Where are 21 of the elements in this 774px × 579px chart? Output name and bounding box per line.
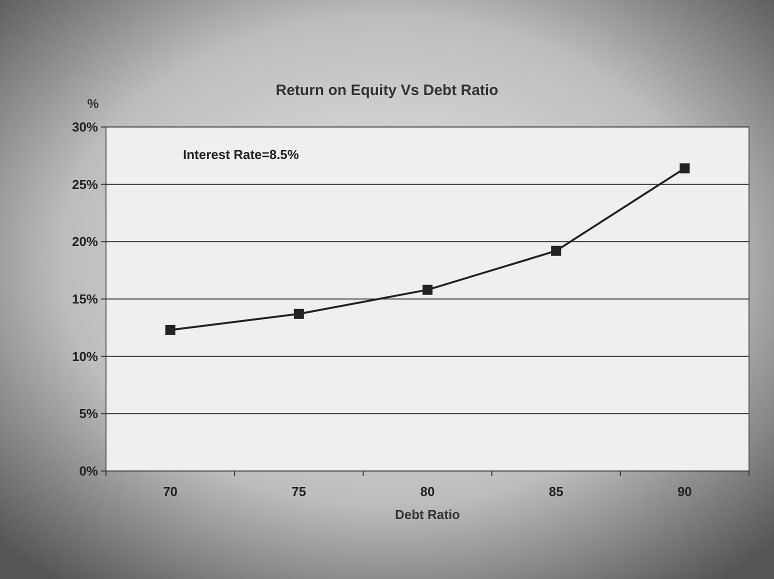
annotation: Interest Rate=8.5% (183, 147, 300, 162)
y-tick-label: 25% (72, 176, 98, 192)
y-tick-label: 0% (79, 464, 98, 479)
y-tick-label: 15% (72, 292, 98, 307)
y-axis-title: % (87, 96, 100, 111)
point (165, 324, 176, 335)
y-tick-label: 30% (72, 120, 98, 135)
point (680, 163, 690, 174)
chart-title: Return on Equity Vs Debt Ratio (276, 82, 498, 99)
x-tick-label: 70 (163, 484, 178, 499)
x-tick-label: 75 (292, 484, 306, 499)
point (422, 284, 432, 295)
y-tick-label: 5% (79, 406, 98, 422)
x-tick-label: 85 (548, 484, 564, 499)
x-axis-title: Debt Ratio (395, 507, 460, 522)
point (551, 246, 562, 256)
y-tick-label: 20% (72, 234, 98, 250)
point (294, 308, 304, 319)
y-tick-label: 10% (72, 348, 98, 364)
x-tick-label: 80 (420, 484, 435, 499)
x-tick-label: 90 (677, 484, 692, 499)
